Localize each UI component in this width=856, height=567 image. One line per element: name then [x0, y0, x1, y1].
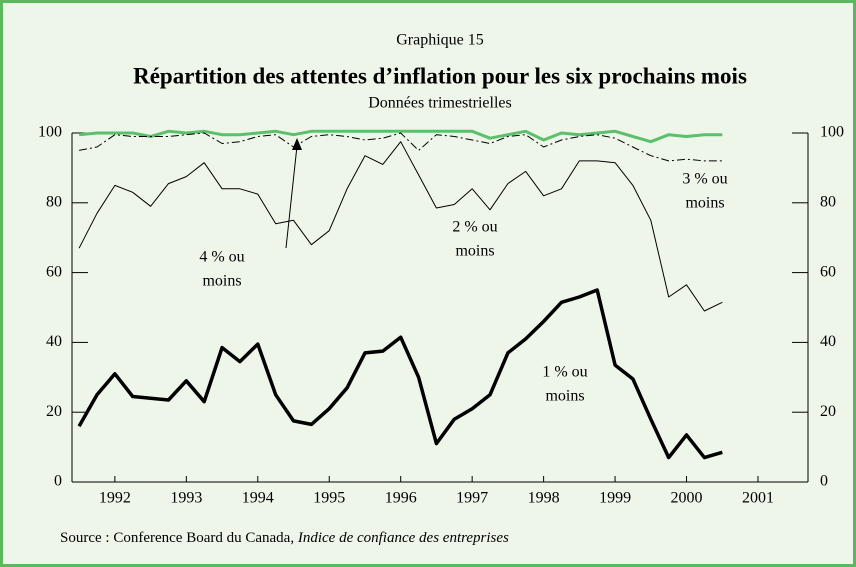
arrow: [285, 145, 298, 249]
header: Graphique 15: [396, 32, 484, 49]
source-title: Indice de confiance des entreprises: [297, 530, 509, 546]
line-label: 2 % ou: [452, 219, 497, 236]
line-label: 3 % ou: [682, 171, 727, 188]
y-tick-label: 80: [46, 193, 62, 210]
x-tick-label: 1996: [385, 490, 417, 507]
x-tick-label: 1997: [456, 490, 488, 507]
line-label: 4 % ou: [199, 249, 244, 266]
arrow-head: [292, 138, 302, 150]
y-tick-label: 60: [46, 263, 62, 280]
x-tick-label: 1995: [313, 490, 345, 507]
y-tick-label: 40: [46, 333, 62, 350]
y2-tick-label: 100: [820, 124, 844, 141]
chart-title: Répartition des attentes d’inflation pou…: [133, 63, 747, 88]
x-tick-label: 2000: [671, 490, 703, 507]
x-tick-label: 1993: [170, 490, 202, 507]
y-tick-label: 20: [46, 403, 62, 420]
x-tick-label: 1992: [99, 490, 131, 507]
x-tick-label: 1994: [242, 490, 274, 507]
line-label: moins: [455, 243, 494, 260]
line-label: 1 % ou: [542, 364, 587, 381]
line-label: moins: [202, 273, 241, 290]
y2-tick-label: 40: [820, 333, 836, 350]
series-line: [78, 129, 723, 144]
y2-tick-label: 20: [820, 403, 836, 420]
series-line: [79, 132, 723, 162]
chart-subtitle: Données trimestrielles: [368, 95, 512, 112]
x-tick-label: 2001: [742, 490, 774, 507]
axes: [71, 133, 809, 483]
y-tick-label: 100: [38, 124, 62, 141]
line-label: moins: [545, 388, 584, 405]
y2-tick-label: 0: [820, 473, 828, 490]
line-label: moins: [685, 195, 724, 212]
y2-tick-label: 60: [820, 263, 836, 280]
y-tick-label: 0: [54, 473, 62, 490]
x-tick-label: 1999: [599, 490, 631, 507]
y2-tick-label: 80: [820, 193, 836, 210]
series-line: [77, 288, 723, 460]
x-tick-label: 1998: [528, 490, 560, 507]
series-line: [78, 141, 723, 312]
source: Source : Conference Board du Canada, Ind…: [60, 530, 509, 546]
source-text: Source : Conference Board du Canada,: [60, 530, 298, 546]
